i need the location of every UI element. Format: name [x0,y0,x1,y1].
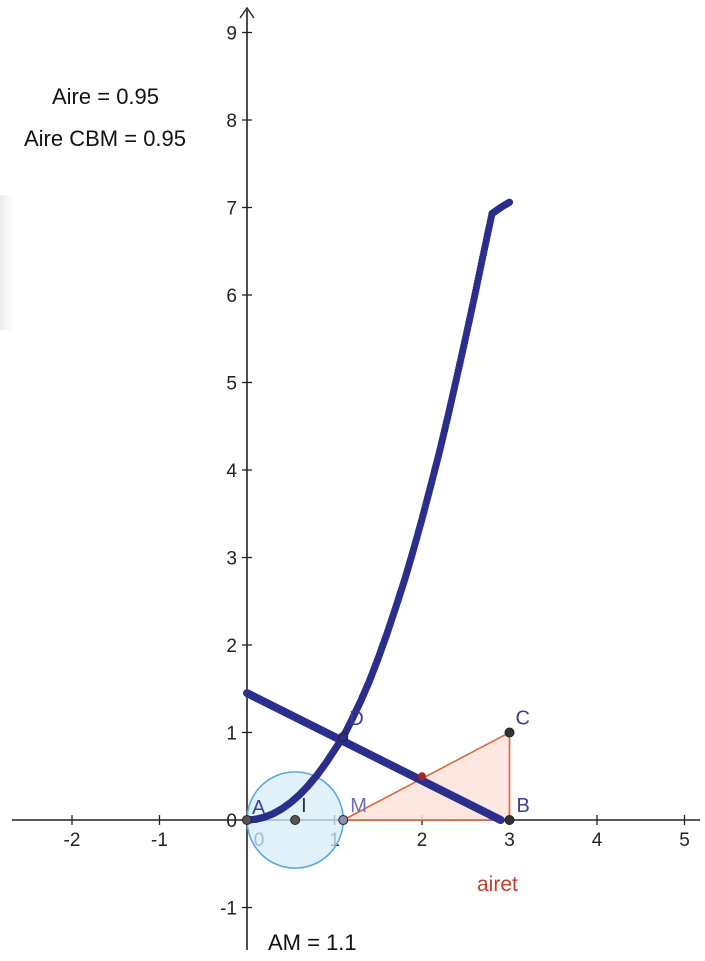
x-tick-label: -1 [151,830,168,851]
trace-segment[interactable] [243,689,505,824]
point-c-label: C [516,708,530,730]
polygon-label-airet: airet [477,873,518,896]
point-e[interactable] [418,772,426,781]
y-tick-label: 1 [226,724,237,745]
point-d-label: D [349,708,363,730]
y-axis-arrow-icon [239,6,255,19]
point-m-label: M [350,795,367,817]
y-tick-label: 7 [226,199,237,220]
y-tick-label: 9 [226,24,237,45]
point-b[interactable] [504,815,515,825]
x-tick-label: 2 [417,830,428,851]
locus-point [505,198,514,206]
y-tick-label: -1 [220,899,237,920]
point-m[interactable] [338,815,349,825]
point-i[interactable] [290,815,301,825]
left-edge-shade [0,195,14,330]
x-tick-label: 4 [592,830,603,851]
point-b-label: B [517,795,530,817]
x-tick-label: 3 [504,830,515,851]
x-tick-label: 5 [679,830,690,851]
point-i-label: I [301,795,307,817]
am-value: AM = 1.1 [268,930,357,955]
point-c[interactable] [504,727,515,738]
y-tick-label: 4 [226,461,237,482]
y-tick-label: 3 [226,549,237,570]
y-tick-label: 6 [226,286,237,307]
point-d[interactable] [338,731,349,742]
y-tick-label: 8 [226,111,237,132]
aire-cbm-value: Aire CBM = 0.95 [24,126,187,151]
y-tick-label: 2 [226,636,237,657]
x-tick-label: -2 [64,830,81,851]
point-a-label: A [252,797,266,819]
y-tick-label: 0 [226,811,237,832]
y-tick-label: 5 [226,374,237,395]
triangle-mbc[interactable] [342,731,511,821]
aire-value: Aire = 0.95 [52,84,160,109]
point-a[interactable] [242,815,252,825]
